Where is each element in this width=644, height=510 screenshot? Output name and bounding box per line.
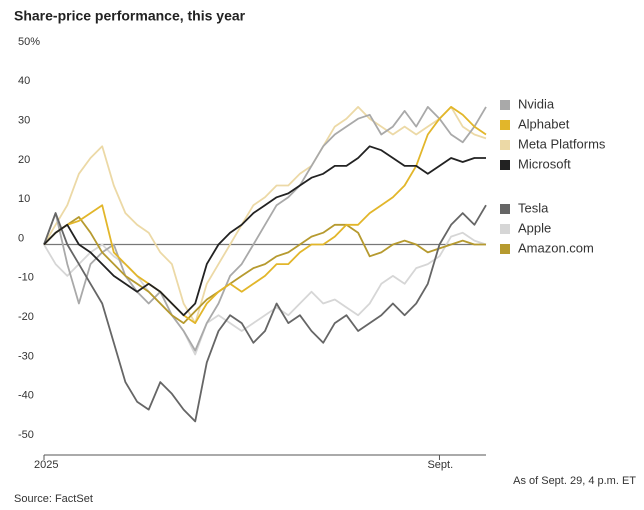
line: [43, 106, 487, 352]
line: [43, 231, 487, 356]
legend-swatch: [500, 244, 510, 254]
line: [43, 106, 487, 324]
y-tick-label: -10: [18, 272, 34, 284]
chart-title: Share-price performance, this year: [14, 8, 246, 24]
legend-swatch: [500, 160, 510, 170]
y-tick-label: 0: [18, 232, 24, 244]
y-tick-label: -20: [18, 311, 34, 323]
y-tick-label: -40: [18, 390, 34, 402]
y-tick-label: 50%: [18, 36, 40, 48]
y-tick-label: 20: [18, 154, 30, 166]
y-tick-label: -50: [18, 429, 34, 441]
line: [43, 106, 487, 324]
legend-label: Tesla: [518, 200, 549, 215]
y-tick-label: -30: [18, 350, 34, 362]
legend-swatch: [500, 100, 510, 110]
line: [43, 216, 486, 324]
line: [43, 204, 487, 423]
legend-label: Amazon.com: [518, 240, 594, 255]
x-tick-label: 2025: [34, 459, 58, 471]
legend-swatch: [500, 140, 510, 150]
y-tick-label: 40: [18, 75, 30, 87]
legend-label: Microsoft: [518, 156, 571, 171]
legend-label: Apple: [518, 220, 551, 235]
x-tick-label: Sept.: [427, 459, 453, 471]
legend-label: Nvidia: [518, 96, 555, 111]
y-tick-label: 10: [18, 193, 30, 205]
source: Source: FactSet: [14, 493, 93, 505]
legend-label: Meta Platforms: [518, 136, 606, 151]
legend-swatch: [500, 224, 510, 234]
legend-label: Alphabet: [518, 116, 570, 131]
legend-swatch: [500, 120, 510, 130]
legend-swatch: [500, 204, 510, 214]
note: As of Sept. 29, 4 p.m. ET: [513, 475, 636, 487]
line: [43, 145, 486, 317]
y-tick-label: 30: [18, 115, 30, 127]
